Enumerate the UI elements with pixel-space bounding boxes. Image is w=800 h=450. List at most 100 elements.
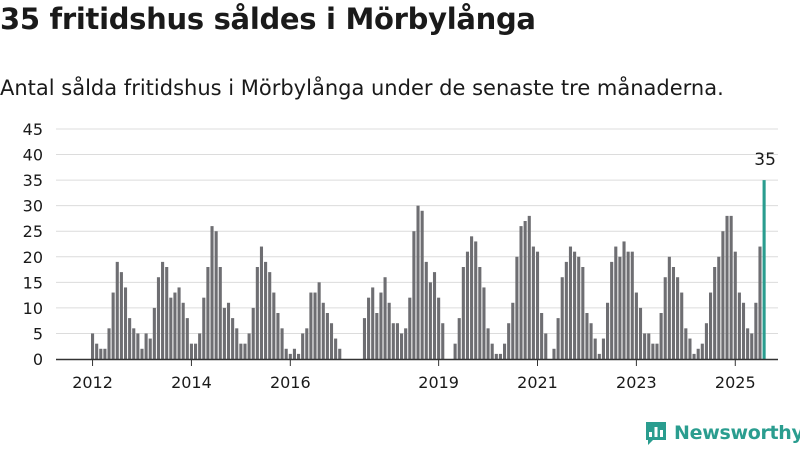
bar <box>161 261 165 359</box>
bar <box>264 261 268 359</box>
x-tick-label: 2021 <box>517 373 558 392</box>
bar <box>404 328 408 359</box>
bar <box>531 246 535 359</box>
bar <box>115 261 119 359</box>
bar <box>198 333 202 359</box>
chart-title: 35 fritidshus såldes i Mörbylånga <box>0 2 536 36</box>
bar <box>383 277 387 359</box>
bar <box>247 333 251 359</box>
bar <box>688 338 692 359</box>
bar <box>119 272 123 359</box>
bar <box>733 251 737 359</box>
bar <box>420 210 424 359</box>
bar <box>663 277 667 359</box>
bar <box>144 333 148 359</box>
bar <box>395 323 399 359</box>
bar <box>461 267 465 359</box>
bar-latest <box>762 180 766 359</box>
bar <box>169 297 173 359</box>
bar <box>111 292 115 359</box>
bar <box>276 313 280 359</box>
bar <box>367 297 371 359</box>
bar <box>297 353 301 359</box>
bar <box>556 318 560 359</box>
bar <box>721 231 725 359</box>
bar <box>601 338 605 359</box>
bar <box>321 302 325 359</box>
bar <box>165 267 169 359</box>
bar <box>754 302 758 359</box>
bar <box>91 333 95 359</box>
bar <box>643 333 647 359</box>
x-tick-label: 2019 <box>418 373 459 392</box>
bar <box>729 215 733 359</box>
y-tick-label: 35 <box>23 171 43 190</box>
bar <box>288 353 292 359</box>
bars <box>91 180 766 359</box>
bar <box>416 205 420 359</box>
bar <box>255 267 259 359</box>
bar <box>692 353 696 359</box>
bar <box>503 343 507 359</box>
bar <box>725 215 729 359</box>
bar <box>758 246 762 359</box>
bar <box>95 343 99 359</box>
bar <box>123 287 128 359</box>
bar <box>272 292 276 359</box>
bar <box>494 353 498 359</box>
bar <box>478 267 482 359</box>
y-tick-label: 10 <box>23 299 43 318</box>
bar <box>329 323 334 359</box>
bar <box>618 256 622 359</box>
bar <box>412 231 416 359</box>
y-tick-label: 25 <box>23 222 43 241</box>
bar <box>523 221 527 359</box>
bar <box>573 251 577 359</box>
y-tick-label: 5 <box>33 324 43 343</box>
bar <box>441 323 445 359</box>
x-tick-label: 2016 <box>270 373 311 392</box>
y-tick-label: 20 <box>23 248 43 267</box>
bar <box>194 343 198 359</box>
bar <box>284 348 288 359</box>
latest-value-label: 35 <box>754 150 776 170</box>
bar <box>206 267 210 359</box>
bar <box>173 292 177 359</box>
bar <box>177 287 181 359</box>
bar <box>128 318 132 359</box>
bar <box>540 313 544 359</box>
bar <box>544 333 548 359</box>
bar <box>515 256 519 359</box>
bar <box>676 277 680 359</box>
bar <box>519 226 523 359</box>
bar <box>560 277 564 359</box>
bar <box>482 287 486 359</box>
bar <box>189 343 193 359</box>
bar <box>568 246 573 359</box>
bar <box>132 328 136 359</box>
bar <box>338 348 342 359</box>
bar <box>379 292 383 359</box>
bar <box>622 241 626 359</box>
bar <box>507 323 511 359</box>
bar <box>375 313 379 359</box>
bar <box>593 338 597 359</box>
bar <box>181 302 185 359</box>
x-tick-label: 2012 <box>72 373 113 392</box>
bar <box>597 353 601 359</box>
y-axis-ticks: 0 5 10 15 20 25 30 35 40 45 <box>23 120 43 369</box>
bar <box>511 302 515 359</box>
y-tick-label: 0 <box>33 350 43 369</box>
x-tick-label: 2023 <box>616 373 657 392</box>
bar <box>746 328 750 359</box>
bar <box>470 236 474 359</box>
bar <box>750 333 754 359</box>
bar <box>696 348 700 359</box>
bar <box>684 328 688 359</box>
bar <box>313 292 317 359</box>
bar <box>634 292 638 359</box>
bar <box>408 297 412 359</box>
bar <box>140 348 144 359</box>
bar <box>453 343 457 359</box>
bar <box>717 256 721 359</box>
